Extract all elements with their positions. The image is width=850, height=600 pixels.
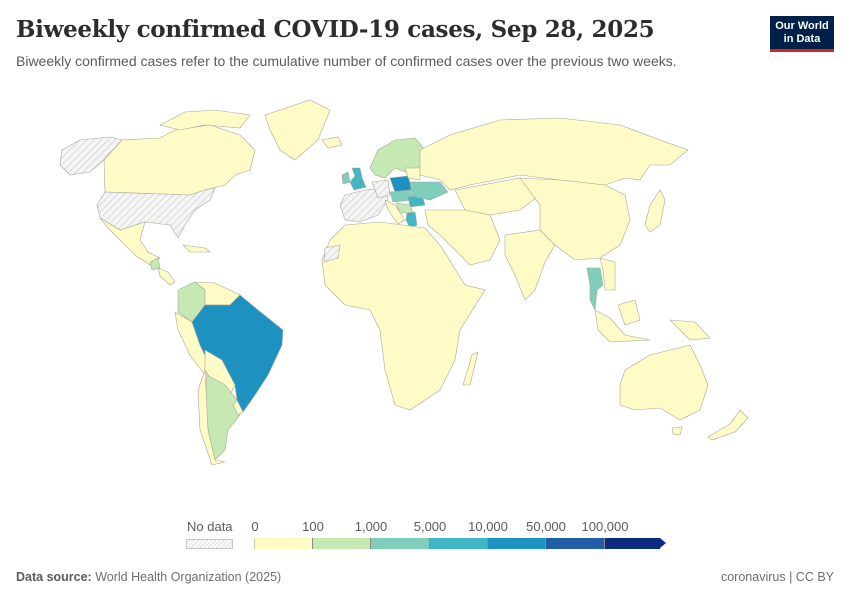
region-caribbean[interactable] — [182, 244, 211, 253]
region-canada[interactable] — [103, 124, 256, 196]
region-france-spain[interactable] — [339, 187, 389, 223]
region-australia[interactable] — [619, 344, 709, 421]
footer-license[interactable]: coronavirus | CC BY — [720, 570, 834, 584]
legend-bin-50000-100000[interactable] — [546, 538, 605, 549]
region-western-sahara[interactable] — [323, 244, 341, 263]
region-ukraine[interactable] — [409, 181, 449, 201]
region-india[interactable] — [504, 229, 556, 301]
region-madagascar[interactable] — [462, 351, 479, 386]
chart-subtitle: Biweekly confirmed cases refer to the cu… — [16, 53, 677, 69]
region-canada-arctic[interactable] — [159, 109, 251, 131]
legend-bin-10000-50000[interactable] — [488, 538, 546, 549]
logo-line-2: in Data — [783, 33, 821, 45]
legend-tick-1: 100 — [302, 519, 324, 534]
legend-no-data-label: No data — [187, 519, 233, 534]
region-africa[interactable] — [321, 221, 486, 411]
legend-tick-2: 1,000 — [354, 519, 388, 534]
legend-tick-0: 0 — [251, 519, 259, 534]
legend-arrow-icon — [660, 538, 666, 548]
legend-no-data-swatch[interactable] — [186, 539, 233, 549]
region-central-america[interactable] — [157, 267, 176, 286]
region-ireland[interactable] — [341, 171, 351, 185]
region-greenland[interactable] — [264, 99, 331, 161]
region-tasmania[interactable] — [671, 426, 683, 436]
chart-title: Biweekly confirmed COVID-19 cases, Sep 2… — [16, 16, 655, 43]
region-chile[interactable] — [197, 369, 226, 466]
world-map[interactable] — [0, 80, 850, 510]
legend-bin-1000-5000[interactable] — [371, 538, 430, 549]
region-borneo[interactable] — [617, 299, 641, 326]
logo-line-1: Our World — [775, 20, 829, 32]
region-japan[interactable] — [644, 189, 666, 233]
region-southeast-asia[interactable] — [599, 257, 616, 291]
region-png[interactable] — [669, 319, 711, 341]
region-baltics-belarus[interactable] — [404, 167, 421, 181]
owid-logo[interactable]: Our World in Data — [770, 16, 834, 52]
region-middle-east[interactable] — [424, 209, 501, 266]
region-united-kingdom[interactable] — [349, 167, 367, 191]
legend-tick-3: 5,000 — [413, 519, 447, 534]
region-indonesia[interactable] — [594, 309, 651, 343]
region-uruguay[interactable] — [232, 399, 244, 416]
region-guatemala[interactable] — [149, 257, 161, 271]
data-source-value[interactable]: World Health Organization (2025) — [95, 570, 282, 584]
legend-bin-0-100[interactable] — [254, 538, 313, 549]
data-source: Data source: World Health Organization (… — [16, 570, 281, 584]
region-mexico[interactable] — [99, 217, 161, 266]
legend-tick-5: 50,000 — [526, 519, 566, 534]
region-china-mongolia[interactable] — [519, 177, 631, 261]
legend-bin-5000-10000[interactable] — [430, 538, 488, 549]
region-new-zealand[interactable] — [707, 409, 749, 441]
region-iceland[interactable] — [321, 136, 343, 149]
region-italy[interactable] — [384, 199, 406, 225]
region-russia[interactable] — [419, 117, 689, 191]
legend-bin-100-1000[interactable] — [313, 538, 371, 549]
region-thailand[interactable] — [586, 267, 604, 312]
data-source-label: Data source: — [16, 570, 92, 584]
region-germany[interactable] — [371, 179, 391, 199]
legend-tick-6: 100,000 — [581, 519, 629, 534]
map-legend: No data 0 100 1,000 5,000 10,000 50,000 … — [0, 515, 850, 555]
legend-tick-4: 10,000 — [468, 519, 508, 534]
legend-bin-over-100000[interactable] — [605, 538, 660, 549]
